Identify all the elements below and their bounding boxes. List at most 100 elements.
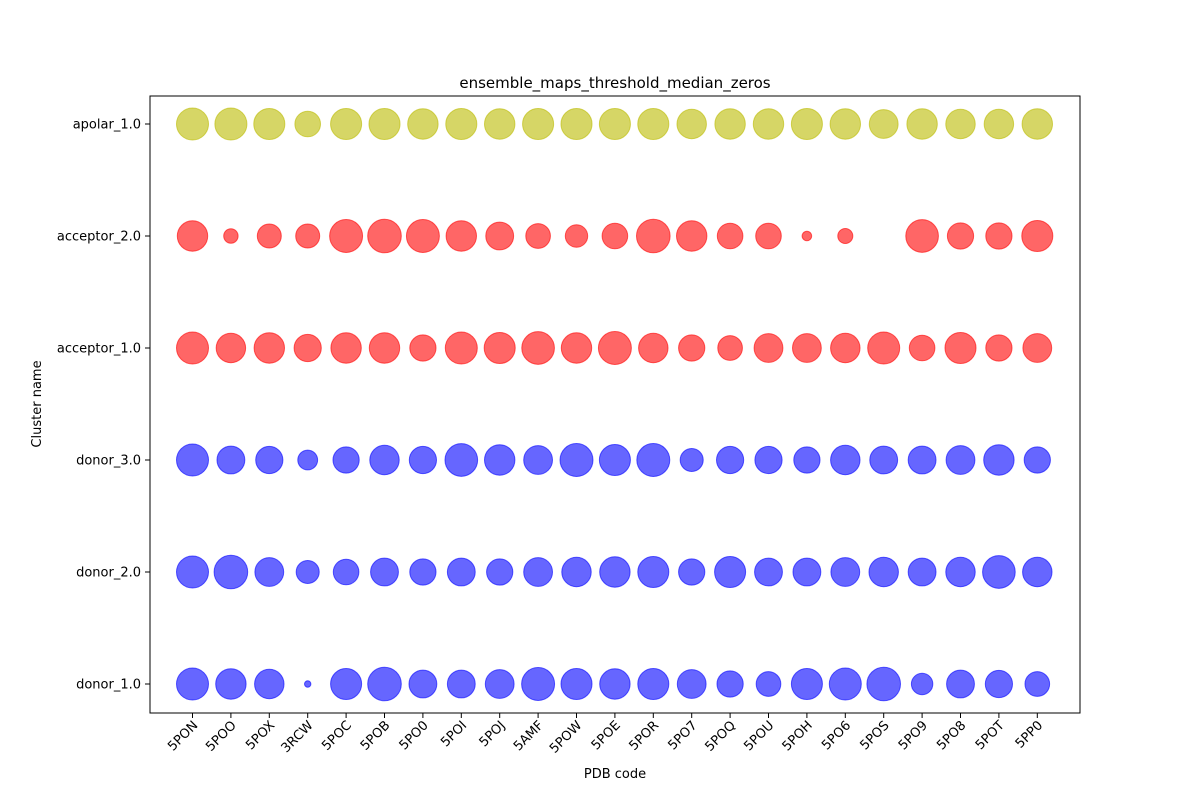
- bubble-donor_3.0-5POE: [598, 443, 631, 477]
- bubble-apolar_1.0-5POI: [445, 107, 478, 141]
- bubble-apolar_1.0-5POT: [983, 108, 1015, 140]
- bubble-donor_2.0-5POB: [370, 557, 399, 587]
- bubble-acceptor_1.0-5PO6: [830, 332, 861, 364]
- x-axis-label: PDB code: [584, 767, 646, 782]
- bubble-acceptor_2.0-5PON: [176, 220, 209, 252]
- bubble-donor_3.0-5POQ: [716, 445, 745, 475]
- bubble-acceptor_2.0-5POU: [755, 222, 782, 250]
- bubble-apolar_1.0-5POW: [560, 107, 593, 141]
- bubble-acceptor_2.0-5PO6: [837, 227, 854, 245]
- bubble-donor_2.0-5PO6: [830, 557, 861, 587]
- bubble-donor_3.0-5POX: [255, 445, 284, 475]
- bubble-donor_2.0-3RCW: [295, 559, 320, 585]
- bubble-acceptor_1.0-5POW: [560, 332, 593, 364]
- bubble-donor_3.0-5POW: [559, 443, 594, 477]
- bubble-acceptor_2.0-5POI: [445, 220, 477, 252]
- bubble-acceptor_1.0-5PON: [176, 331, 209, 365]
- bubble-acceptor_2.0-5PP0: [1021, 219, 1054, 253]
- bubble-acceptor_1.0-5AMF: [521, 331, 555, 365]
- bubble-donor_2.0-5POT: [982, 555, 1016, 589]
- bubble-donor_3.0-5POT: [983, 444, 1015, 476]
- bubble-donor_1.0-5PO7: [676, 669, 707, 699]
- bubble-donor_2.0-5POO: [213, 554, 249, 590]
- bubble-donor_1.0-5PP0: [1024, 671, 1051, 697]
- bubble-acceptor_2.0-5POQ: [716, 222, 744, 250]
- bubble-donor_1.0-5POR: [637, 667, 670, 701]
- bubble-acceptor_2.0-5POB: [367, 218, 402, 254]
- bubble-donor_1.0-5POC: [330, 667, 363, 701]
- bubble-apolar_1.0-5POB: [368, 107, 401, 141]
- bubble-acceptor_1.0-5POQ: [717, 335, 743, 361]
- bubble-donor_1.0-5PO0: [408, 669, 438, 699]
- bubble-donor_2.0-5POW: [561, 556, 592, 588]
- bubble-acceptor_2.0-5POR: [636, 218, 671, 254]
- bubble-donor_1.0-5POU: [755, 671, 782, 697]
- bubble-donor_2.0-5POR: [637, 555, 670, 589]
- bubble-acceptor_1.0-5POU: [753, 333, 784, 363]
- bubble-acceptor_2.0-5PO8: [946, 222, 975, 250]
- bubble-acceptor_2.0-5PO0: [405, 219, 440, 253]
- bubble-apolar_1.0-3RCW: [294, 110, 322, 138]
- bubble-apolar_1.0-5PON: [176, 107, 209, 141]
- bubble-donor_1.0-5AMF: [521, 667, 556, 701]
- bubble-donor_3.0-5POS: [869, 445, 899, 475]
- bubble-donor_1.0-5POS: [866, 666, 902, 702]
- bubble-apolar_1.0-5POJ: [484, 108, 516, 140]
- bubble-donor_3.0-5PO9: [907, 445, 937, 475]
- bubble-donor_3.0-5POI: [444, 443, 479, 477]
- bubble-donor_1.0-3RCW: [304, 680, 312, 688]
- y-tick-label: acceptor_2.0: [57, 230, 141, 245]
- bubble-donor_2.0-5POH: [792, 557, 822, 587]
- bubble-acceptor_1.0-5PO7: [678, 334, 706, 362]
- bubble-donor_1.0-5POH: [790, 667, 823, 701]
- bubble-apolar_1.0-5PP0: [1021, 108, 1054, 140]
- bubble-donor_2.0-5POJ: [486, 558, 514, 586]
- bubble-apolar_1.0-5AMF: [522, 107, 555, 141]
- bubble-apolar_1.0-5POQ: [714, 108, 746, 140]
- bubble-donor_3.0-5PO6: [830, 444, 861, 476]
- y-tick-label: donor_1.0: [76, 678, 141, 693]
- bubble-donor_3.0-5POB: [369, 444, 400, 476]
- bubble-donor_1.0-5POQ: [716, 670, 744, 698]
- bubble-acceptor_1.0-5POT: [985, 334, 1013, 362]
- bubble-donor_1.0-5PO6: [828, 667, 862, 701]
- bubble-acceptor_1.0-5POO: [215, 332, 247, 364]
- bubble-donor_3.0-5PO0: [408, 445, 437, 475]
- bubble-donor_1.0-5POB: [367, 666, 402, 702]
- bubble-donor_2.0-5POQ: [714, 555, 747, 589]
- bubble-apolar_1.0-5POC: [330, 107, 363, 141]
- bubble-donor_3.0-5POH: [793, 446, 821, 474]
- bubble-donor_1.0-5POT: [984, 669, 1014, 699]
- y-tick-label: apolar_1.0: [73, 118, 141, 133]
- bubble-acceptor_2.0-3RCW: [295, 223, 321, 249]
- bubble-donor_3.0-5POR: [636, 443, 671, 477]
- bubble-apolar_1.0-5POO: [214, 107, 248, 141]
- bubble-donor_2.0-5POS: [868, 556, 899, 588]
- bubble-acceptor_1.0-5POX: [253, 332, 285, 364]
- bubble-apolar_1.0-5PO0: [407, 108, 439, 140]
- plot-area: [176, 107, 1054, 702]
- bubble-donor_1.0-5PO9: [910, 672, 934, 696]
- bubble-acceptor_1.0-5POS: [867, 331, 901, 365]
- bubble-apolar_1.0-5PO8: [945, 108, 976, 140]
- bubble-donor_1.0-5POW: [560, 667, 593, 701]
- bubble-donor_2.0-5AMF: [523, 557, 553, 587]
- bubble-acceptor_2.0-5POT: [985, 222, 1013, 250]
- bubble-acceptor_1.0-5PO9: [908, 334, 936, 362]
- bubble-acceptor_2.0-5POJ: [485, 221, 515, 251]
- chart-title: ensemble_maps_threshold_median_zeros: [459, 74, 770, 93]
- bubble-acceptor_2.0-5PO9: [905, 219, 939, 253]
- bubble-apolar_1.0-5PO9: [906, 108, 938, 140]
- bubble-donor_2.0-5PP0: [1022, 556, 1053, 588]
- bubble-donor_1.0-5POX: [254, 668, 285, 700]
- bubble-acceptor_2.0-5POC: [329, 219, 364, 253]
- bubble-donor_2.0-5PO8: [945, 556, 976, 588]
- bubble-acceptor_1.0-5POB: [368, 332, 401, 364]
- bubble-apolar_1.0-5POU: [752, 108, 785, 140]
- bubble-donor_2.0-5PO9: [907, 557, 937, 587]
- bubble-acceptor_2.0-5PO7: [676, 220, 708, 252]
- bubble-donor_2.0-5POU: [754, 557, 783, 587]
- bubble-donor_2.0-5PO0: [409, 558, 437, 586]
- bubble-donor_3.0-5PON: [176, 443, 209, 477]
